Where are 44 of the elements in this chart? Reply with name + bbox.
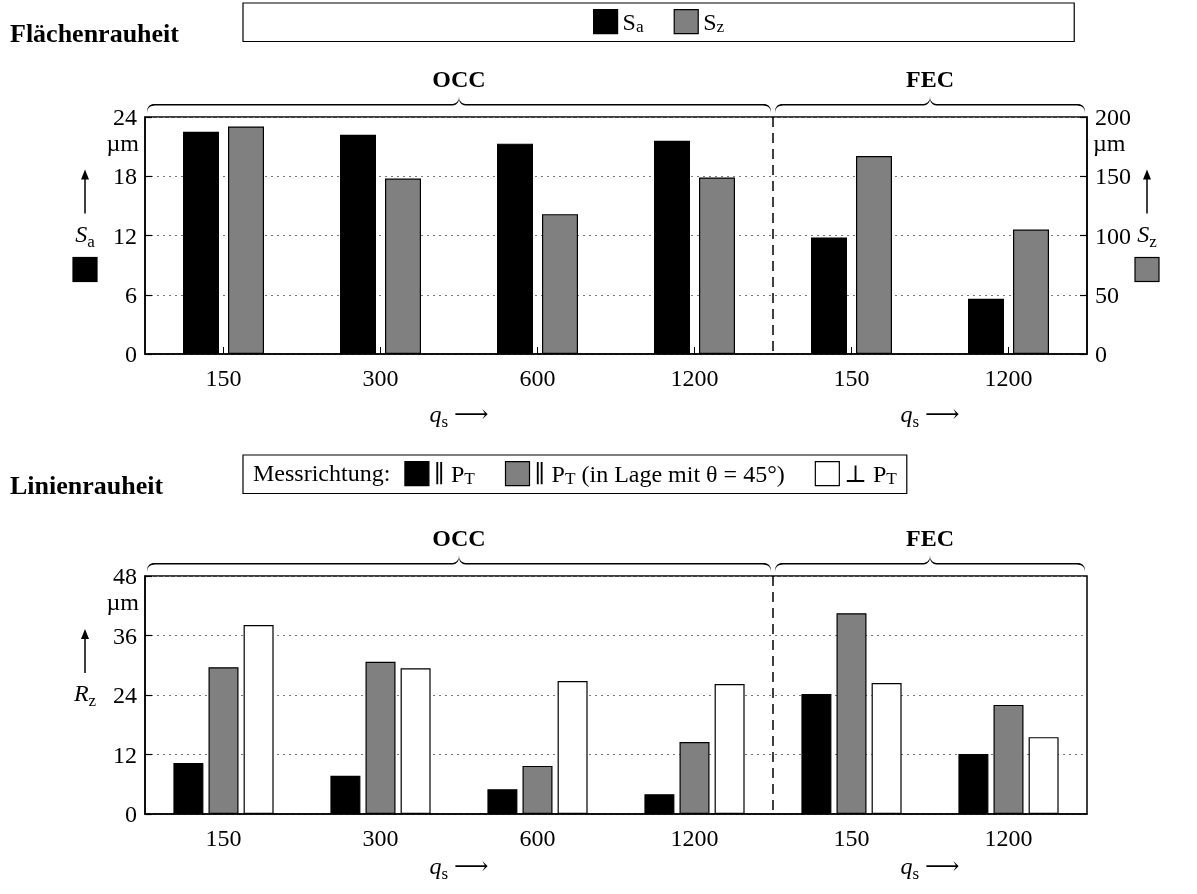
x-tick-label: 150 xyxy=(833,365,870,391)
text: FEC xyxy=(906,525,954,551)
y-tick-label: 0 xyxy=(125,341,137,367)
chart-title: Linienrauheit xyxy=(10,470,164,500)
x-axis-title: q$_{s}$ ⟶ xyxy=(429,400,489,432)
text: q$_{s}$ ⟶ xyxy=(900,400,960,432)
y-tick-label: 48 xyxy=(113,563,137,589)
text: q$_{s}$ ⟶ xyxy=(900,852,960,884)
text: FEC xyxy=(906,66,954,92)
y2-tick-label: 50 xyxy=(1095,281,1119,308)
y-tick-label: 36 xyxy=(113,622,137,649)
y-tick-label: 18 xyxy=(113,163,137,190)
text: OCC xyxy=(432,525,486,551)
y2-tick-label: 100 xyxy=(1095,222,1131,249)
text: µm xyxy=(106,589,140,615)
text: µm xyxy=(1093,130,1126,156)
y-tick-label: 24 xyxy=(113,104,137,130)
x-tick-label: 300 xyxy=(362,365,399,391)
y2-tick-label: 200 xyxy=(1095,104,1131,130)
x-tick-label: 150 xyxy=(205,825,242,851)
x-tick-label: 300 xyxy=(362,825,399,851)
y-tick-label: 24 xyxy=(113,682,137,708)
x-tick-label: 600 xyxy=(519,365,556,391)
x-tick-label: 1200 xyxy=(984,365,1033,391)
text: OCC xyxy=(432,66,486,92)
x-tick-label: 1200 xyxy=(670,365,719,391)
y-tick-label: 12 xyxy=(113,741,137,768)
y-tick-label: 12 xyxy=(113,222,137,249)
y-axis-title: R$_{z}$ xyxy=(73,679,97,711)
legend-title: Messrichtung: xyxy=(253,460,391,486)
chart-title: Flächenrauheit xyxy=(10,18,180,48)
x-axis-title: q$_{s}$ ⟶ xyxy=(429,852,489,884)
x-tick-label: 1200 xyxy=(984,825,1033,851)
y-axis-title: S$_{a}$ xyxy=(75,220,95,251)
x-tick-label: 600 xyxy=(519,825,556,851)
y-tick-label: 0 xyxy=(125,801,137,827)
y2-axis-title: S$_{z}$ xyxy=(1137,220,1157,251)
x-tick-label: 150 xyxy=(833,825,870,851)
text: µm xyxy=(106,130,140,156)
x-tick-label: 150 xyxy=(205,365,242,391)
y2-tick-label: 0 xyxy=(1095,341,1107,367)
y2-tick-label: 150 xyxy=(1095,163,1131,190)
y-tick-label: 6 xyxy=(125,281,137,308)
x-tick-label: 1200 xyxy=(670,825,719,851)
